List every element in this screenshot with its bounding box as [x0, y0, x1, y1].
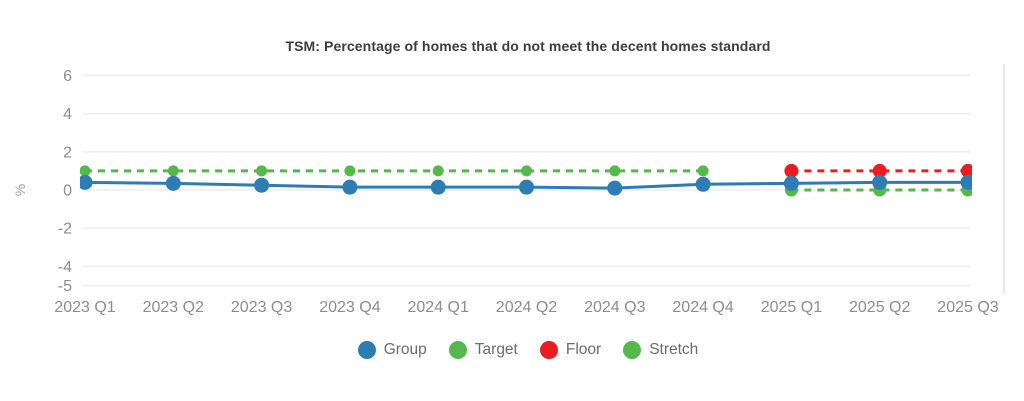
- x-axis-label-2025-q1: 2025 Q1: [761, 299, 822, 316]
- y-tick-label-6: 6: [63, 68, 72, 85]
- x-axis-label-2023-q1: 2023 Q1: [54, 299, 115, 316]
- y-tick-label--2: -2: [58, 221, 72, 238]
- legend-marker-target: [448, 341, 467, 359]
- chart-title: TSM: Percentage of homes that do not mee…: [285, 38, 771, 54]
- legend-label-target: Target: [474, 341, 518, 358]
- data-point-target-2023-q3[interactable]: [256, 165, 268, 177]
- data-point-target-2024-q4[interactable]: [697, 165, 709, 177]
- y-tick-label--5: -5: [58, 278, 72, 295]
- data-point-group-2025-q3[interactable]: [960, 174, 976, 190]
- data-point-group-2024-q2[interactable]: [519, 179, 534, 195]
- series-floor: [784, 163, 975, 178]
- x-axis-label-2024-q3: 2024 Q3: [584, 299, 645, 316]
- legend-marker-floor: [539, 341, 558, 359]
- y-axis-title: %: [12, 184, 28, 196]
- x-axis-label-2024-q4: 2024 Q4: [672, 299, 733, 316]
- legend-marker-stretch: [623, 341, 642, 359]
- data-point-group-2023-q4[interactable]: [342, 179, 358, 195]
- data-point-group-2023-q3[interactable]: [254, 177, 270, 193]
- legend-label-stretch: Stretch: [649, 341, 699, 358]
- x-axis-label-2023-q3: 2023 Q3: [231, 299, 292, 316]
- legend-label-floor: Floor: [565, 341, 602, 358]
- data-point-group-2025-q2[interactable]: [872, 174, 888, 190]
- legend-marker-group: [357, 341, 376, 359]
- y-tick-label-4: 4: [63, 106, 72, 123]
- x-axis-label-2025-q3: 2025 Q3: [937, 299, 998, 316]
- x-axis-label-2024-q1: 2024 Q1: [408, 299, 469, 316]
- data-point-floor-2025-q2[interactable]: [872, 163, 887, 178]
- data-point-group-2024-q4[interactable]: [695, 176, 711, 192]
- legend-item-floor[interactable]: Floor: [539, 341, 602, 359]
- line-chart: 6 4 2 0 -2 -4 -5% 2023 Q1 2023 Q2 2023 Q3 2023 Q4 2…: [12, 64, 1005, 316]
- x-axis-label-2025-q2: 2025 Q2: [849, 299, 910, 316]
- y-tick-label-0: 0: [63, 183, 72, 200]
- data-point-target-2023-q2[interactable]: [167, 165, 179, 177]
- data-point-floor-2025-q1[interactable]: [784, 163, 799, 178]
- legend-item-group[interactable]: Group: [357, 341, 427, 359]
- data-point-target-2024-q1[interactable]: [432, 165, 444, 177]
- data-point-target-2024-q3[interactable]: [609, 165, 621, 177]
- x-axis-label-2023-q4: 2023 Q4: [319, 299, 380, 316]
- series-group: [78, 174, 976, 196]
- data-point-group-2024-q1[interactable]: [430, 179, 446, 195]
- data-point-group-2024-q3[interactable]: [607, 180, 623, 196]
- x-axis-label-2023-q2: 2023 Q2: [143, 299, 204, 316]
- legend-label-group: Group: [383, 341, 427, 358]
- legend-item-stretch[interactable]: Stretch: [623, 341, 698, 359]
- data-point-group-2023-q2[interactable]: [165, 175, 181, 191]
- series-target: [80, 165, 709, 177]
- data-point-floor-2025-q3[interactable]: [961, 163, 975, 178]
- data-point-target-2023-q4[interactable]: [344, 165, 356, 177]
- y-tick-label--4: -4: [58, 259, 72, 276]
- data-point-target-2024-q2[interactable]: [521, 165, 532, 177]
- chart-legend: Group Target Floor Stretch: [83, 337, 973, 363]
- data-point-group-2023-q1[interactable]: [78, 174, 93, 190]
- legend-item-target[interactable]: Target: [448, 341, 518, 359]
- data-point-group-2025-q1[interactable]: [783, 175, 799, 191]
- x-axis-label-2024-q2: 2024 Q2: [496, 299, 557, 316]
- data-point-target-2023-q1[interactable]: [80, 165, 91, 177]
- y-tick-label-2: 2: [63, 144, 72, 161]
